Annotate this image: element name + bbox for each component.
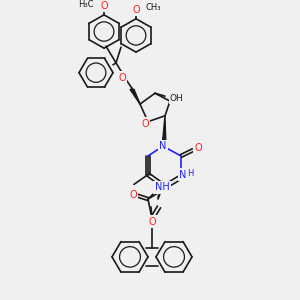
Polygon shape (130, 89, 140, 104)
Text: H: H (187, 169, 193, 178)
Text: N: N (179, 169, 187, 180)
Text: NH: NH (154, 182, 169, 192)
Text: N: N (159, 141, 167, 151)
Text: O: O (100, 1, 108, 11)
Text: O: O (194, 143, 202, 153)
Text: H₃C: H₃C (79, 0, 94, 9)
Text: O: O (129, 190, 137, 200)
Text: O: O (118, 73, 126, 82)
Text: O: O (132, 5, 140, 15)
Text: OH: OH (170, 94, 184, 103)
Text: CH₃: CH₃ (146, 4, 161, 13)
Text: O: O (141, 118, 149, 129)
Polygon shape (162, 116, 166, 147)
Text: O: O (148, 217, 156, 226)
